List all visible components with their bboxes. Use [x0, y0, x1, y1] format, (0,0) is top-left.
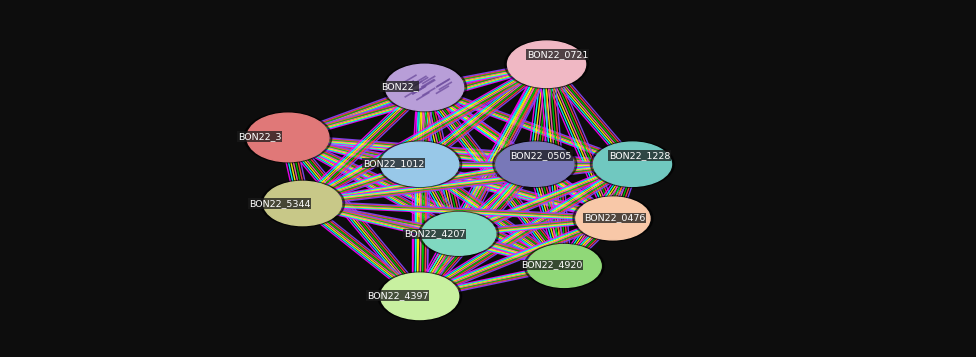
Text: BON22_0476: BON22_0476: [584, 213, 645, 222]
Text: BON22_: BON22_: [381, 82, 418, 91]
Text: BON22_4920: BON22_4920: [521, 260, 583, 270]
Ellipse shape: [593, 142, 671, 186]
Text: BON22_0721: BON22_0721: [527, 50, 589, 59]
Text: BON22_1012: BON22_1012: [363, 159, 425, 168]
Ellipse shape: [508, 41, 586, 87]
Ellipse shape: [524, 243, 604, 288]
Text: BON22_3: BON22_3: [238, 132, 282, 141]
Ellipse shape: [419, 211, 499, 256]
Text: BON22_4207: BON22_4207: [404, 229, 466, 238]
Ellipse shape: [261, 180, 345, 227]
Ellipse shape: [422, 212, 496, 255]
Text: BON22_5344: BON22_5344: [249, 199, 310, 208]
Ellipse shape: [505, 40, 589, 89]
Ellipse shape: [383, 63, 467, 112]
Ellipse shape: [590, 141, 674, 187]
Ellipse shape: [527, 245, 601, 287]
Ellipse shape: [247, 113, 329, 162]
Ellipse shape: [381, 142, 459, 186]
Ellipse shape: [386, 64, 464, 111]
Text: BON22_4397: BON22_4397: [367, 291, 428, 300]
Ellipse shape: [493, 141, 577, 187]
Ellipse shape: [244, 112, 332, 163]
Ellipse shape: [496, 142, 574, 186]
Ellipse shape: [576, 197, 650, 240]
Text: BON22_0505: BON22_0505: [510, 151, 572, 160]
Ellipse shape: [378, 141, 462, 187]
Ellipse shape: [573, 196, 653, 241]
Ellipse shape: [381, 273, 459, 320]
Ellipse shape: [264, 181, 342, 226]
Text: BON22_1228: BON22_1228: [609, 151, 671, 160]
Ellipse shape: [378, 272, 462, 321]
